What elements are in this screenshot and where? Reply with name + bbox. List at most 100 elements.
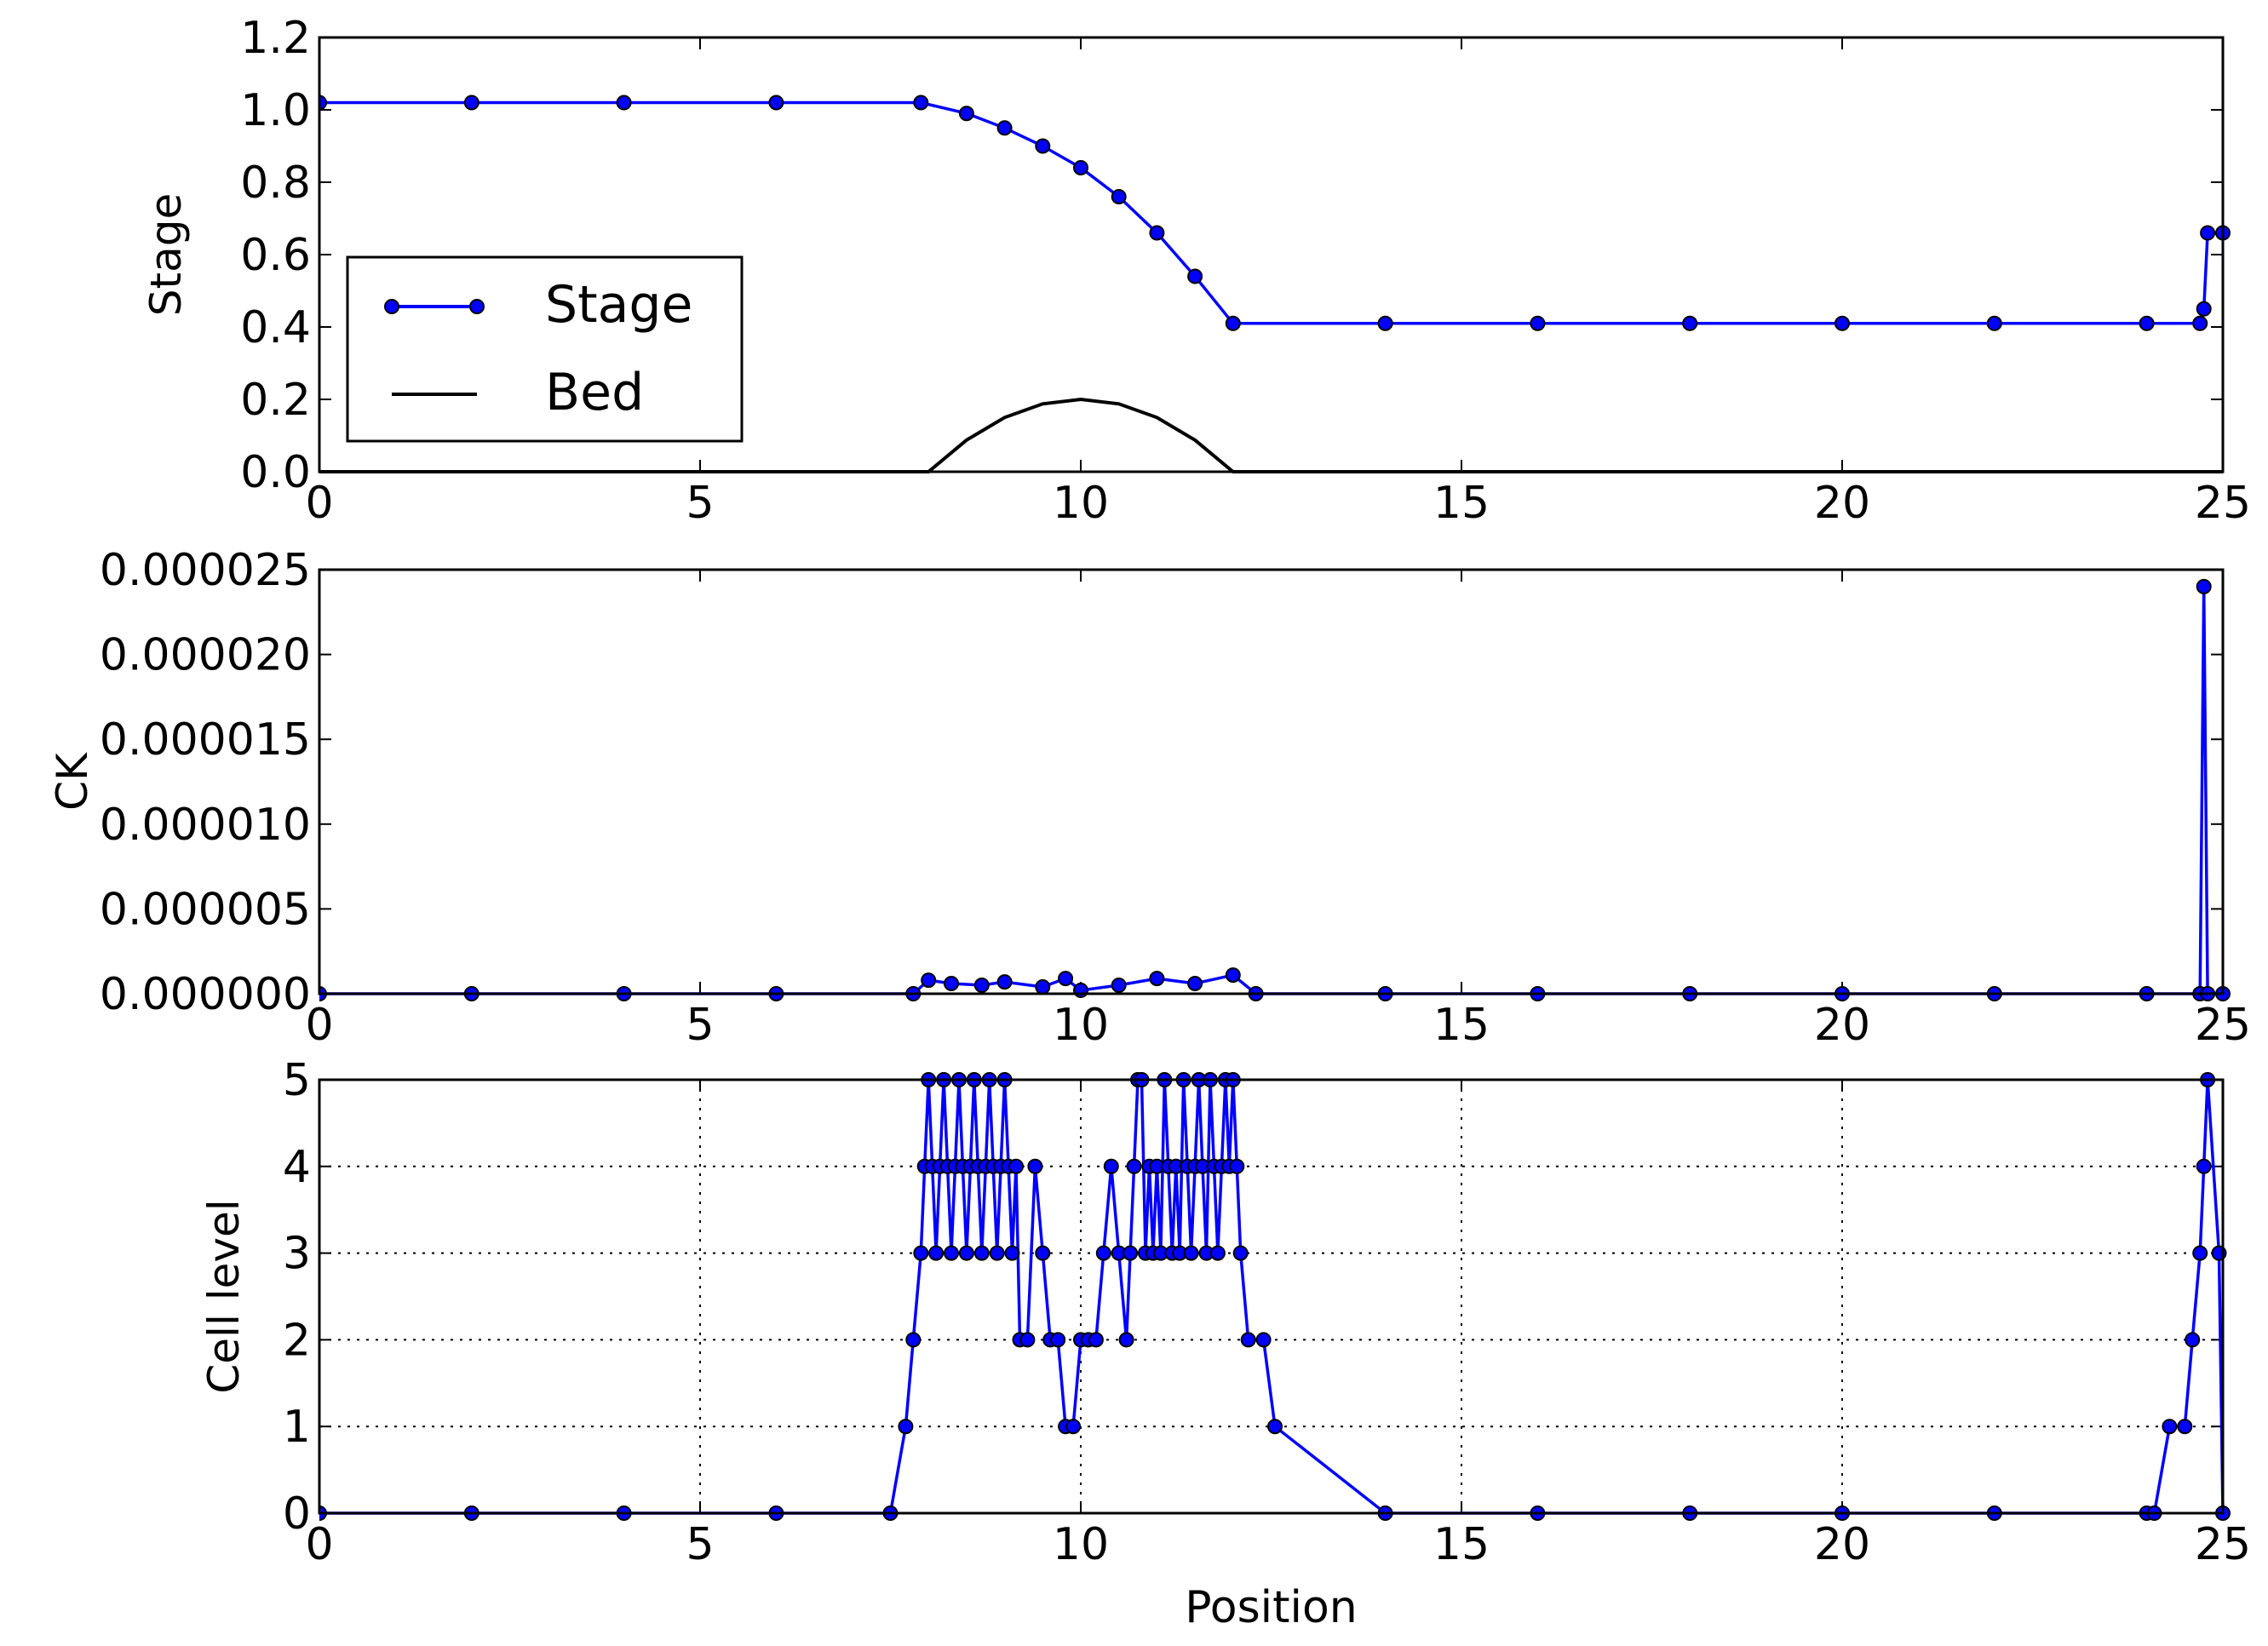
y-tick-label: 3 (283, 1229, 311, 1280)
data-point-marker (1986, 315, 2002, 331)
x-tick-label: 10 (1053, 1519, 1109, 1570)
ck-y-axis-label: CK (48, 752, 97, 811)
stage-legend: Stage Bed (346, 255, 744, 443)
data-point-marker (944, 976, 959, 991)
data-point-marker (944, 1245, 959, 1261)
y-tick-label: 0.000015 (100, 714, 311, 766)
data-point-marker (1035, 1245, 1051, 1261)
data-point-marker (1209, 1245, 1226, 1261)
y-tick-label: 0.000025 (100, 545, 311, 596)
cell-level-x-axis-label: Position (1185, 1582, 1357, 1633)
data-point-marker (2192, 1245, 2208, 1261)
data-point-marker (2177, 1419, 2193, 1435)
x-tick-label: 10 (1053, 1000, 1109, 1051)
data-point-marker (958, 106, 974, 122)
y-tick-label: 0 (283, 1488, 311, 1540)
x-tick-label: 15 (1433, 1519, 1490, 1570)
data-point-marker (928, 1245, 945, 1261)
data-point-marker (2185, 1332, 2201, 1348)
legend-box (346, 255, 744, 443)
x-tick-label: 0 (305, 1000, 333, 1051)
data-point-marker (1058, 971, 1074, 987)
cell-level-ticks: 0 5 10 15 20 25 0 1 2 3 4 5 (283, 1055, 2251, 1570)
data-point-marker (913, 1245, 929, 1261)
y-tick-label: 5 (283, 1055, 311, 1106)
data-point-marker (1229, 1158, 1245, 1174)
cell-level-grid (319, 1080, 2223, 1513)
legend-stage-label: Stage (545, 275, 692, 335)
y-tick-label: 0.000010 (100, 800, 311, 851)
data-point-marker (1123, 1245, 1139, 1261)
data-point-marker (1377, 315, 1393, 331)
y-tick-label: 0.6 (240, 230, 311, 281)
series-line (319, 1078, 2225, 1515)
x-tick-label: 0 (305, 1519, 333, 1570)
data-point-marker (1225, 967, 1241, 984)
data-point-marker (996, 120, 1013, 136)
x-tick-label: 20 (1814, 478, 1870, 529)
stage-ticks: 0 5 10 15 20 25 0.0 0.2 0.4 0.6 0.8 1.0 1.2 (240, 13, 2251, 529)
data-point-marker (1103, 1158, 1119, 1174)
stage-panel: 0 5 10 15 20 25 0.0 0.2 0.4 0.6 0.8 1.0 1.2 Stage St… (141, 13, 2251, 529)
y-tick-label: 0.0 (240, 447, 311, 498)
data-point-marker (319, 95, 327, 111)
data-point-marker (898, 1419, 914, 1435)
data-point-marker (463, 95, 479, 111)
legend-bed-label: Bed (545, 363, 644, 422)
data-point-marker (1008, 1158, 1024, 1174)
data-point-marker (1088, 1332, 1104, 1348)
x-tick-label: 10 (1053, 478, 1109, 529)
y-tick-label: 0.000005 (100, 884, 311, 935)
data-point-marker (1834, 315, 1850, 331)
x-tick-label: 5 (686, 1519, 714, 1570)
data-point-marker (1118, 1332, 1134, 1348)
data-point-marker (1682, 315, 1698, 331)
cell-level-axes-frame (318, 1078, 2225, 1515)
y-tick-label: 0.8 (240, 158, 311, 209)
data-point-marker (1019, 1332, 1036, 1348)
data-point-marker (1225, 315, 1241, 331)
data-point-marker (1111, 189, 1127, 204)
data-point-marker (2196, 578, 2212, 594)
y-tick-label: 4 (283, 1142, 311, 1193)
x-tick-label: 25 (2195, 1519, 2251, 1570)
data-point-marker (996, 974, 1013, 990)
data-point-marker (2192, 315, 2208, 331)
data-point-marker (958, 1245, 974, 1261)
data-point-marker (989, 1245, 1005, 1261)
data-point-marker (2196, 1158, 2212, 1174)
ck-axes-frame (318, 568, 2225, 995)
ck-ticks: 0 5 10 15 20 25 0.000000 0.000005 0.000010 0.0000… (100, 545, 2251, 1051)
data-point-marker (1126, 1158, 1142, 1174)
data-point-marker (768, 95, 784, 111)
data-point-marker (1065, 1419, 1082, 1435)
x-tick-label: 5 (686, 478, 714, 529)
data-point-marker (1035, 979, 1051, 995)
data-point-marker (2162, 1419, 2178, 1435)
data-point-marker (905, 1332, 922, 1348)
stage-y-axis-label: Stage (141, 193, 191, 316)
ck-plot-area (319, 578, 2231, 1001)
data-point-marker (2139, 315, 2155, 331)
y-tick-label: 1 (283, 1402, 311, 1453)
data-point-marker (921, 972, 937, 989)
data-point-marker (1027, 1158, 1043, 1174)
y-tick-label: 1.0 (240, 85, 311, 136)
data-point-marker (1183, 1245, 1199, 1261)
data-point-marker (616, 95, 632, 111)
data-point-marker (1004, 1245, 1020, 1261)
x-tick-label: 20 (1814, 1519, 1870, 1570)
data-point-marker (1240, 1332, 1256, 1348)
x-tick-label: 15 (1433, 478, 1490, 529)
y-tick-label: 0.2 (240, 375, 311, 426)
data-point-marker (973, 1245, 990, 1261)
ck-panel: 0 5 10 15 20 25 0.000000 0.000005 0.000010 0.0000… (48, 545, 2251, 1051)
data-point-marker (2196, 301, 2212, 317)
x-tick-label: 15 (1433, 1000, 1490, 1051)
data-point-marker (1232, 1245, 1249, 1261)
bed-line (319, 397, 2223, 473)
data-point-marker (1111, 978, 1127, 993)
legend-stage-marker (384, 299, 399, 314)
data-point-marker (1255, 1332, 1272, 1348)
